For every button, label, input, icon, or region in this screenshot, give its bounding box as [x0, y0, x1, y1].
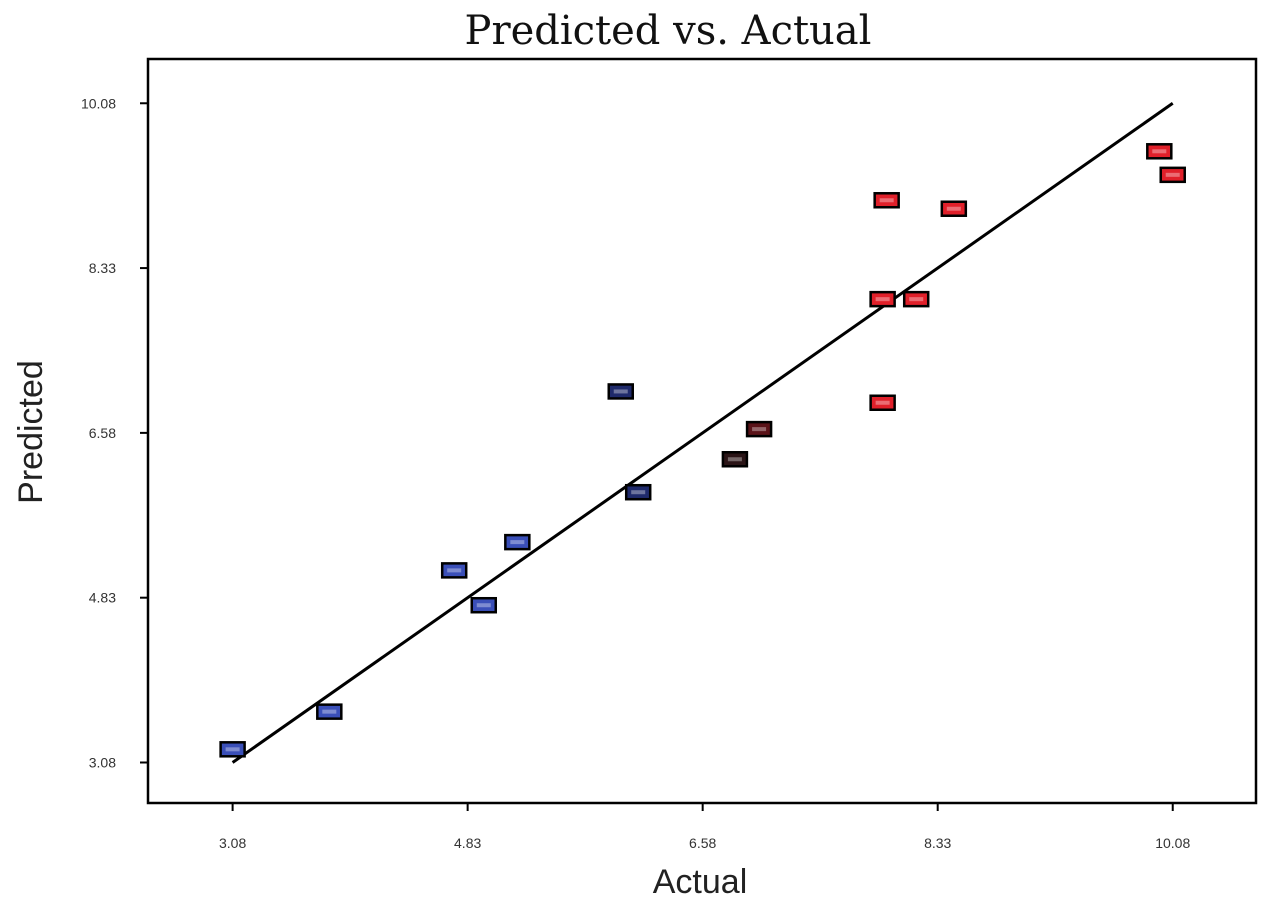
- data-point: [745, 420, 773, 438]
- data-point: [869, 290, 896, 308]
- data-point: [219, 741, 246, 758]
- data-point: [504, 533, 531, 551]
- data-point: [940, 200, 968, 217]
- data-points: [219, 143, 1186, 758]
- x-tick-label: 4.83: [454, 835, 481, 851]
- data-point: [721, 451, 749, 468]
- data-point: [607, 383, 634, 400]
- reference-line: [231, 102, 1174, 764]
- x-tick-label: 8.33: [924, 835, 951, 851]
- data-point: [902, 290, 930, 308]
- x-axis-ticks: 3.08 4.83 6.58 8.33 10.08: [219, 803, 1190, 851]
- x-axis-label: Actual: [653, 863, 748, 901]
- y-tick-label: 3.08: [89, 755, 116, 771]
- x-tick-label: 10.08: [1155, 835, 1190, 851]
- chart-title: Predicted vs. Actual: [465, 8, 872, 54]
- x-tick-label: 3.08: [219, 835, 246, 851]
- data-point: [1159, 166, 1186, 184]
- data-point: [1146, 143, 1173, 160]
- y-tick-label: 8.33: [89, 260, 116, 276]
- data-point: [869, 394, 896, 411]
- x-tick-label: 6.58: [689, 835, 716, 851]
- data-point: [440, 562, 468, 579]
- data-point: [470, 596, 498, 614]
- plot-area-frame: [146, 57, 1258, 805]
- y-tick-label: 4.83: [89, 590, 116, 606]
- y-tick-label: 6.58: [89, 425, 116, 441]
- y-tick-label: 10.08: [81, 95, 116, 111]
- data-point: [873, 192, 900, 209]
- data-point: [624, 483, 652, 501]
- y-axis-label: Predicted: [12, 360, 50, 504]
- data-point: [316, 703, 343, 720]
- y-axis-ticks: 3.08 4.83 6.58 8.33 10.08: [81, 95, 148, 771]
